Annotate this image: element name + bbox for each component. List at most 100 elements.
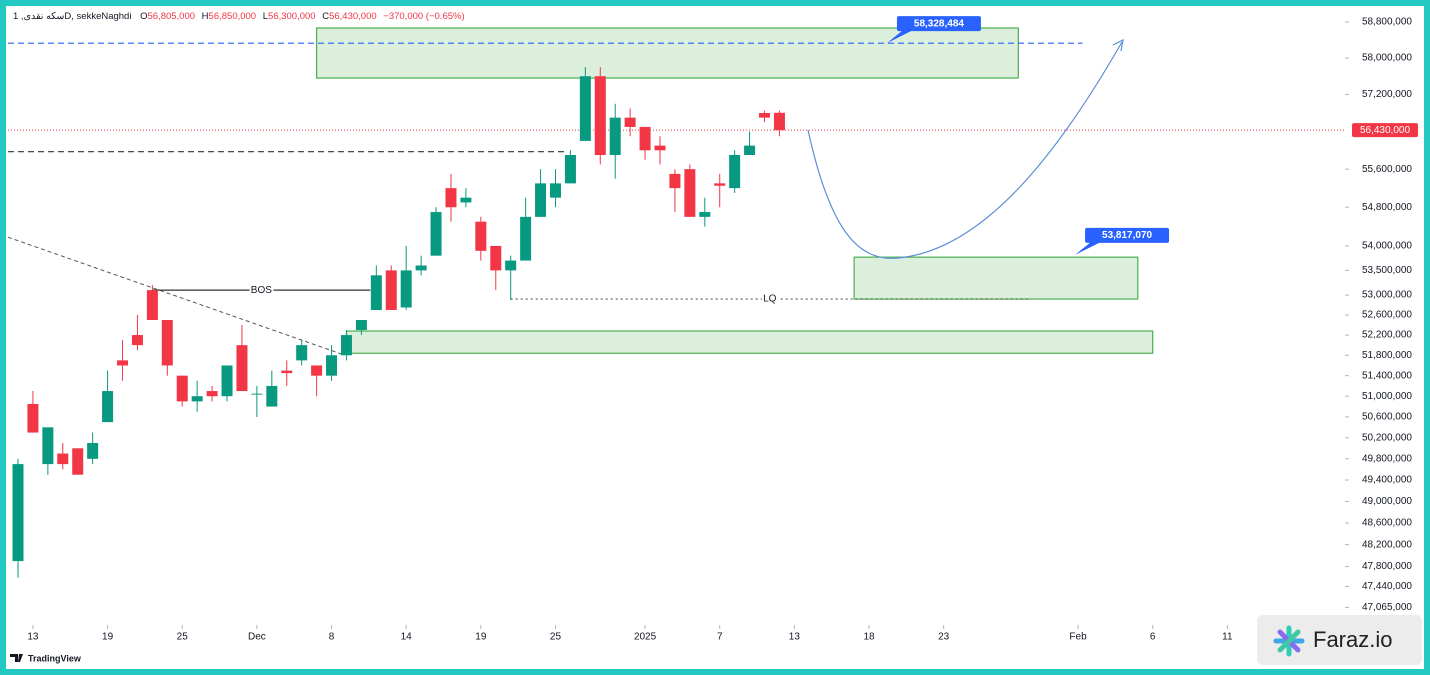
candle-body [281,370,293,374]
brand: TradingView [28,653,82,663]
x-tick-label: 23 [938,632,950,643]
price-label: 58,328,484 [914,18,964,29]
candle-body [430,212,442,256]
projection-curve [807,41,1123,259]
candle-body [131,335,143,346]
candle-body [684,169,696,217]
candle-body [759,112,771,118]
watermark-logo [1273,625,1305,657]
ohlc-key: H [202,11,209,22]
level-label: BOS [251,285,272,296]
candle-body [729,154,741,189]
y-tick-label: 49,400,000 [1362,475,1412,486]
ohlc-value: 56,805,000 [147,11,195,22]
candle-body [549,183,561,198]
last-price-box [1352,123,1418,138]
candle-body [251,393,263,395]
y-tick-label: 47,440,000 [1362,581,1412,592]
candle-body [42,427,54,465]
level-label: LQ [763,294,777,305]
x-tick-label: 19 [102,632,114,643]
y-tick-label: 47,065,000 [1362,602,1412,613]
zone [345,330,1154,354]
symbol: سکه نقدی, 1D, sekkeNaghdi [13,11,131,22]
candle-body [57,453,69,465]
y-tick-label: 48,600,000 [1362,518,1412,529]
zone [316,27,1019,79]
last-price-label: 56,430,000 [1360,125,1410,136]
candle-body [744,145,756,155]
candle-body [564,154,576,184]
candle-body [505,260,517,271]
price-label-pointer [1075,241,1102,255]
candle-body [520,216,532,261]
x-tick-label: 2025 [634,632,657,643]
candle-body [490,245,502,271]
candle-body [445,188,457,208]
y-tick-label: 50,600,000 [1362,412,1412,423]
candle-body [624,117,636,127]
watermark: Faraz.io [1313,627,1392,652]
x-tick-label: 13 [789,632,801,643]
candle-body [72,448,84,475]
candle-body [102,391,114,423]
x-tick-label: 8 [329,632,335,643]
candle-body [699,212,711,217]
y-tick-label: 51,000,000 [1362,391,1412,402]
change: −370,000 (−0.65%) [383,11,464,22]
candle-body [773,112,785,131]
candle-body [117,360,129,366]
x-tick-label: 14 [401,632,413,643]
candle-body [161,319,173,366]
x-tick-label: 25 [550,632,562,643]
candle-body [460,197,472,203]
y-tick-label: 54,800,000 [1362,202,1412,213]
y-tick-label: 55,600,000 [1362,164,1412,175]
x-tick-label: Dec [248,632,266,643]
candle-body [385,270,397,310]
y-tick-label: 51,800,000 [1362,350,1412,361]
y-tick-label: 50,200,000 [1362,432,1412,443]
candle-body [326,355,338,376]
ohlc-value: 56,850,000 [209,11,257,22]
y-tick-label: 49,000,000 [1362,496,1412,507]
candle-body [370,275,382,310]
plot: 58,800,000 58,000,000 57,200,000 55,600,000… [7,16,1418,643]
ohlc-key: O [140,11,147,22]
candle-body [415,265,427,271]
candle-body [146,290,158,320]
candle-body [669,173,681,189]
candle-body [594,76,606,155]
price-label-pointer [886,30,913,44]
candle-body [400,270,412,308]
y-tick-label: 58,000,000 [1362,53,1412,64]
x-tick-label: 11 [1222,632,1233,643]
candle-body [87,443,99,459]
candle-body [206,391,218,397]
candle-body [27,403,39,433]
x-tick-label: 13 [27,632,39,643]
candle-body [296,345,308,361]
candle-body [266,385,278,407]
candle-body [176,375,188,402]
y-tick-label: 53,000,000 [1362,290,1412,301]
x-tick-label: Feb [1069,632,1087,643]
candle-body [311,365,323,376]
x-tick-label: 25 [177,632,189,643]
candle-body [355,319,367,331]
y-tick-label: 52,200,000 [1362,330,1412,341]
x-tick-label: 6 [1150,632,1156,643]
ohlc-key: L [263,11,268,22]
trendline [7,236,346,356]
candle-body [579,76,591,141]
ohlc-value: 56,300,000 [268,11,316,22]
y-tick-label: 52,600,000 [1362,310,1412,321]
candle-body [714,183,726,186]
y-tick-label: 47,800,000 [1362,561,1412,572]
y-tick-label: 57,200,000 [1362,89,1412,100]
y-tick-label: 49,800,000 [1362,453,1412,464]
y-tick-label: 53,500,000 [1362,265,1412,276]
candle-body [609,117,621,155]
x-tick-label: 19 [475,632,487,643]
